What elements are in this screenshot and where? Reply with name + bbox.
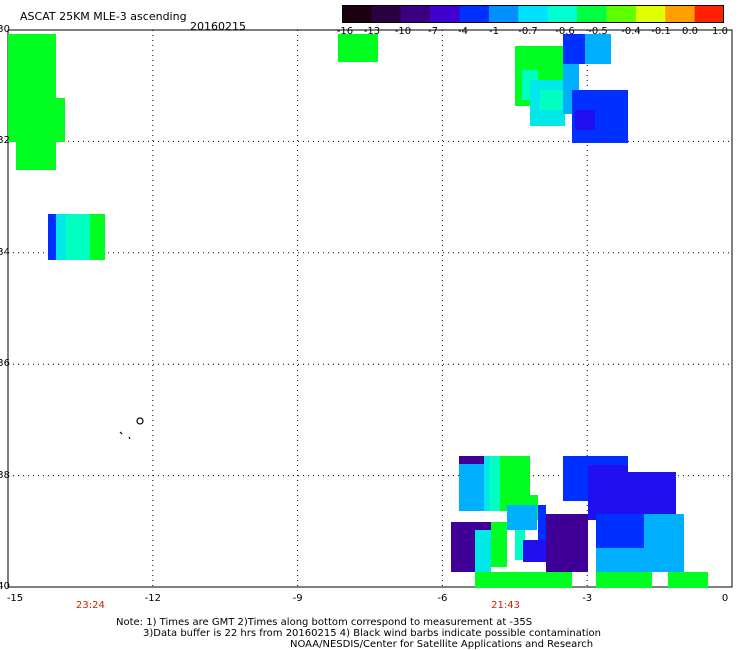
wind-cell	[546, 514, 588, 572]
colorbar-label: -0.6	[555, 26, 575, 37]
x-tick-label: -6	[437, 593, 448, 604]
x-tick-label: 0	[721, 593, 729, 604]
wind-cell	[515, 530, 525, 560]
wind-cell	[459, 456, 484, 511]
note-line-1: Note: 1) Times are GMT 2)Times along bot…	[116, 617, 533, 628]
map-title: ASCAT 25KM MLE-3 ascending	[20, 10, 187, 23]
wind-cell	[628, 472, 676, 514]
wind-cell	[56, 214, 66, 260]
wind-cell	[523, 540, 546, 562]
wind-cell	[491, 522, 507, 567]
colorbar	[342, 5, 724, 23]
colorbar-label: 1.0	[712, 26, 728, 37]
wind-cell	[575, 110, 595, 130]
wind-cell	[596, 572, 652, 588]
wind-cell	[475, 530, 491, 572]
colorbar-label: -0.7	[518, 26, 538, 37]
wind-cell	[16, 142, 56, 170]
wind-barb-marker	[136, 417, 144, 425]
wind-cell	[588, 465, 628, 520]
colorbar-border	[342, 5, 724, 23]
y-tick-label: -34	[0, 246, 10, 258]
wind-barb-marker	[119, 431, 123, 435]
y-tick-label: -40	[0, 581, 10, 592]
colorbar-label: -13	[363, 26, 381, 37]
x-tick-label: -12	[144, 593, 161, 604]
colorbar-segment	[430, 5, 461, 23]
colorbar-segment	[459, 5, 490, 23]
wind-cell	[338, 34, 378, 62]
wind-cell	[538, 505, 546, 540]
wind-cell	[475, 572, 572, 588]
x-tick-label: -15	[6, 593, 24, 604]
colorbar-segment	[488, 5, 519, 23]
wind-cell	[8, 34, 56, 98]
wind-cell	[90, 214, 105, 260]
wind-barb-marker	[128, 436, 131, 440]
y-tick-label: -30	[0, 24, 10, 35]
time-label: 23:24	[76, 600, 105, 611]
colorbar-label: -0.1	[651, 26, 671, 37]
y-tick-label: -36	[0, 358, 10, 370]
wind-cell	[500, 456, 530, 511]
wind-cell	[585, 34, 611, 64]
wind-cell	[459, 456, 484, 464]
colorbar-segment	[606, 5, 637, 23]
note-line-2: 3)Data buffer is 22 hrs from 20160215 4)…	[143, 628, 601, 639]
grid-lines	[8, 30, 732, 587]
x-tick-label: -3	[582, 593, 593, 604]
colorbar-label: -16	[336, 26, 354, 37]
colorbar-label: -1	[489, 26, 499, 37]
wind-cell	[540, 90, 565, 110]
wind-cell	[668, 572, 708, 588]
wind-cell	[507, 505, 537, 530]
map-plot	[7, 29, 733, 588]
y-tick-label: -38	[0, 469, 10, 481]
colorbar-label: -4	[458, 26, 468, 37]
colorbar-label: 0.0	[682, 26, 698, 37]
wind-cell	[644, 514, 684, 572]
wind-cell	[66, 214, 90, 260]
x-tick-label: -9	[292, 593, 303, 604]
colorbar-segment	[342, 5, 372, 23]
wind-cell	[8, 98, 65, 142]
wind-cell	[490, 456, 500, 511]
colorbar-segment	[635, 5, 666, 23]
time-label: 21:43	[491, 600, 520, 611]
wind-cell	[48, 214, 56, 260]
colorbar-label: -0.4	[621, 26, 641, 37]
colorbar-label: -7	[428, 26, 438, 37]
colorbar-segment	[665, 5, 696, 23]
y-tick-label: -32	[0, 135, 10, 147]
colorbar-segment	[694, 5, 724, 23]
note-line-3: NOAA/NESDIS/Center for Satellite Applica…	[290, 639, 594, 650]
colorbar-segment	[371, 5, 402, 23]
wind-swaths	[8, 34, 708, 588]
wind-cell	[596, 548, 644, 572]
wind-barbs	[119, 417, 144, 440]
colorbar-label: -0.5	[588, 26, 608, 37]
colorbar-segment	[577, 5, 607, 23]
colorbar-segment	[547, 5, 578, 23]
colorbar-segment	[400, 5, 431, 23]
plot-frame	[7, 29, 733, 588]
colorbar-segment	[518, 5, 549, 23]
colorbar-label: -10	[394, 26, 412, 37]
